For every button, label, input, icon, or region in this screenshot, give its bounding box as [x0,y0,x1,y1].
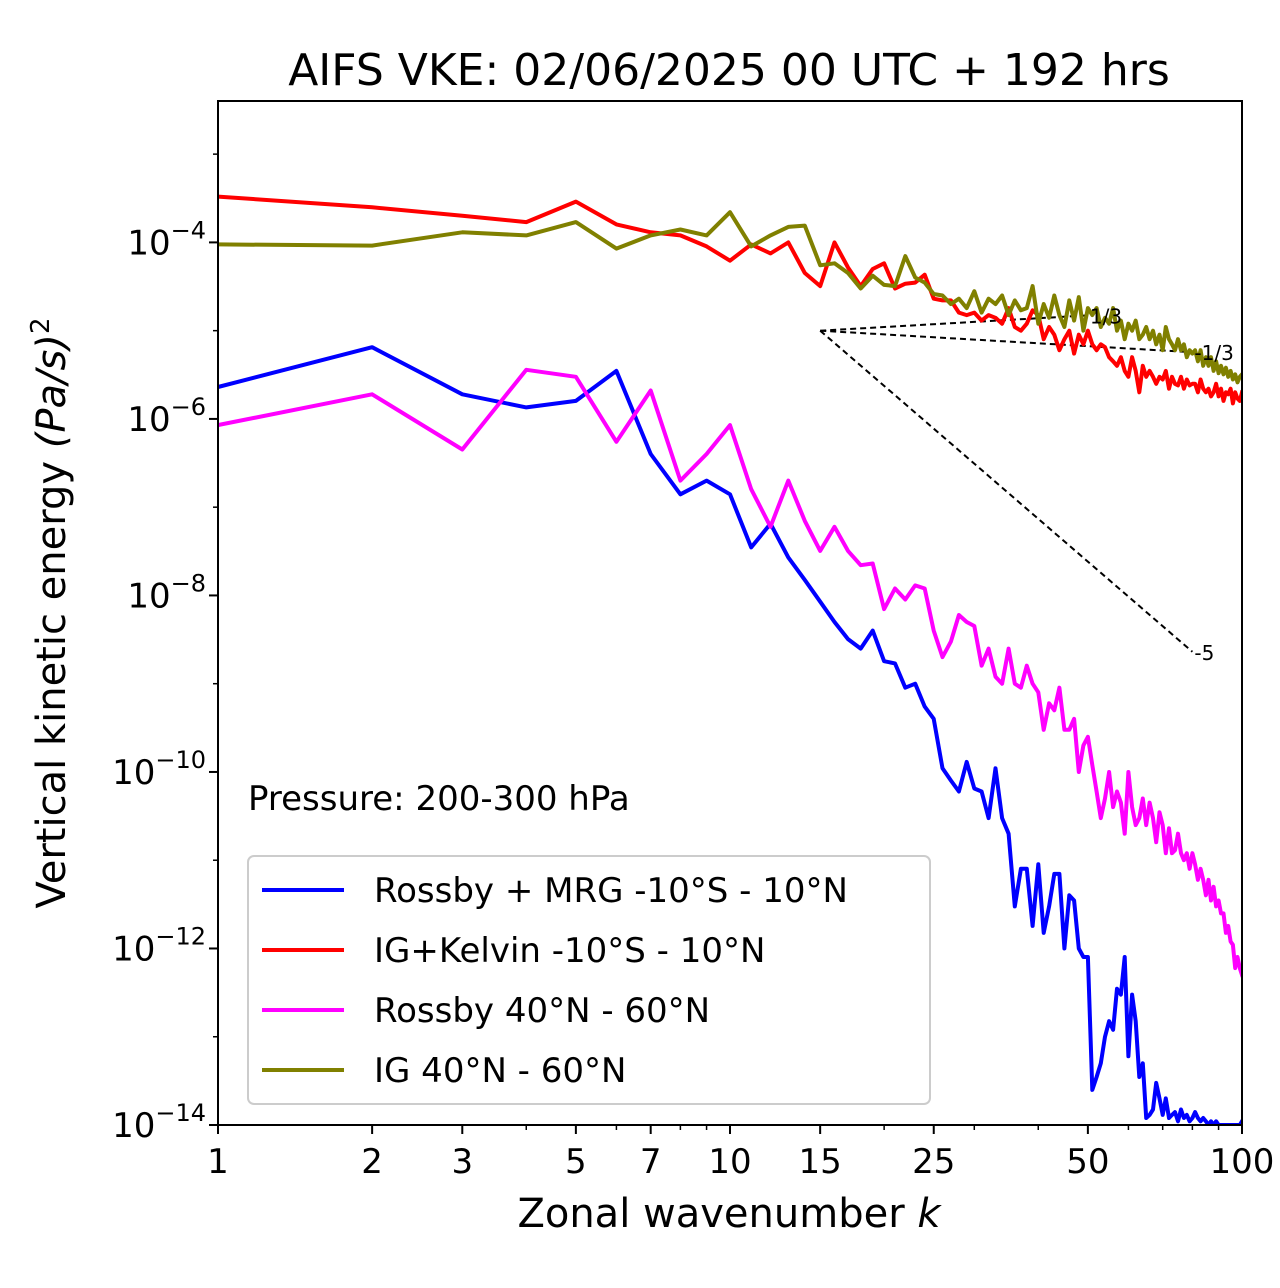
series-line-1 [218,194,1242,406]
x-tick-label: 7 [640,1142,662,1182]
reference-slope-label: -1/3 [1194,341,1233,365]
legend-label: IG+Kelvin -10°S - 10°N [374,931,765,971]
chart-title: AIFS VKE: 02/06/2025 00 UTC + 192 hrs [288,45,1170,96]
y-tick-label: 10−4 [127,216,206,263]
x-tick-label: 25 [912,1142,955,1182]
y-tick-label: 10−12 [112,922,206,969]
y-tick-label: 10−14 [112,1099,206,1146]
y-tick-label: 10−10 [112,746,206,793]
x-axis-label-text: Zonal wavenumber [517,1191,905,1237]
x-tick-label: 15 [799,1142,842,1182]
reference-slope-label: -5 [1194,641,1214,665]
series-line-3 [218,210,1242,385]
x-tick-label: 5 [565,1142,587,1182]
series-line-0 [218,345,1242,1125]
x-tick-label: 2 [361,1142,383,1182]
x-tick-label: 1 [207,1142,229,1182]
legend-label: IG 40°N - 60°N [374,1051,626,1091]
legend-box [247,855,931,1105]
series-line-2 [218,367,1242,978]
x-tick-label: 10 [708,1142,751,1182]
y-tick-label: 10−6 [127,393,206,440]
reference-slope-line-0 [820,314,1088,332]
x-axis-label-variable: k [917,1191,942,1237]
reference-slope-line-1 [820,329,1193,354]
pressure-annotation: Pressure: 200-300 hPa [248,779,630,819]
y-axis-label-text: Vertical kinetic energy [29,461,75,909]
x-tick-label: 3 [451,1142,473,1182]
y-axis-label: Vertical kinetic energy (Pa/s)2 [26,318,75,909]
legend-label: Rossby 40°N - 60°N [374,991,710,1031]
x-tick-label: 100 [1210,1142,1275,1182]
y-tick-label: 10−8 [127,569,206,616]
x-tick-label: 50 [1066,1142,1109,1182]
y-axis-label-units: (Pa/s) [29,334,75,448]
reference-slope-line-2 [819,329,1194,653]
y-axis-label-exponent: 2 [26,318,56,335]
reference-slope-label: 1/3 [1090,304,1122,328]
x-axis-label: Zonal wavenumber k [517,1191,942,1237]
legend: Rossby + MRG -10°S - 10°N IG+Kelvin -10°S… [247,855,931,1105]
legend-label: Rossby + MRG -10°S - 10°N [374,871,848,911]
